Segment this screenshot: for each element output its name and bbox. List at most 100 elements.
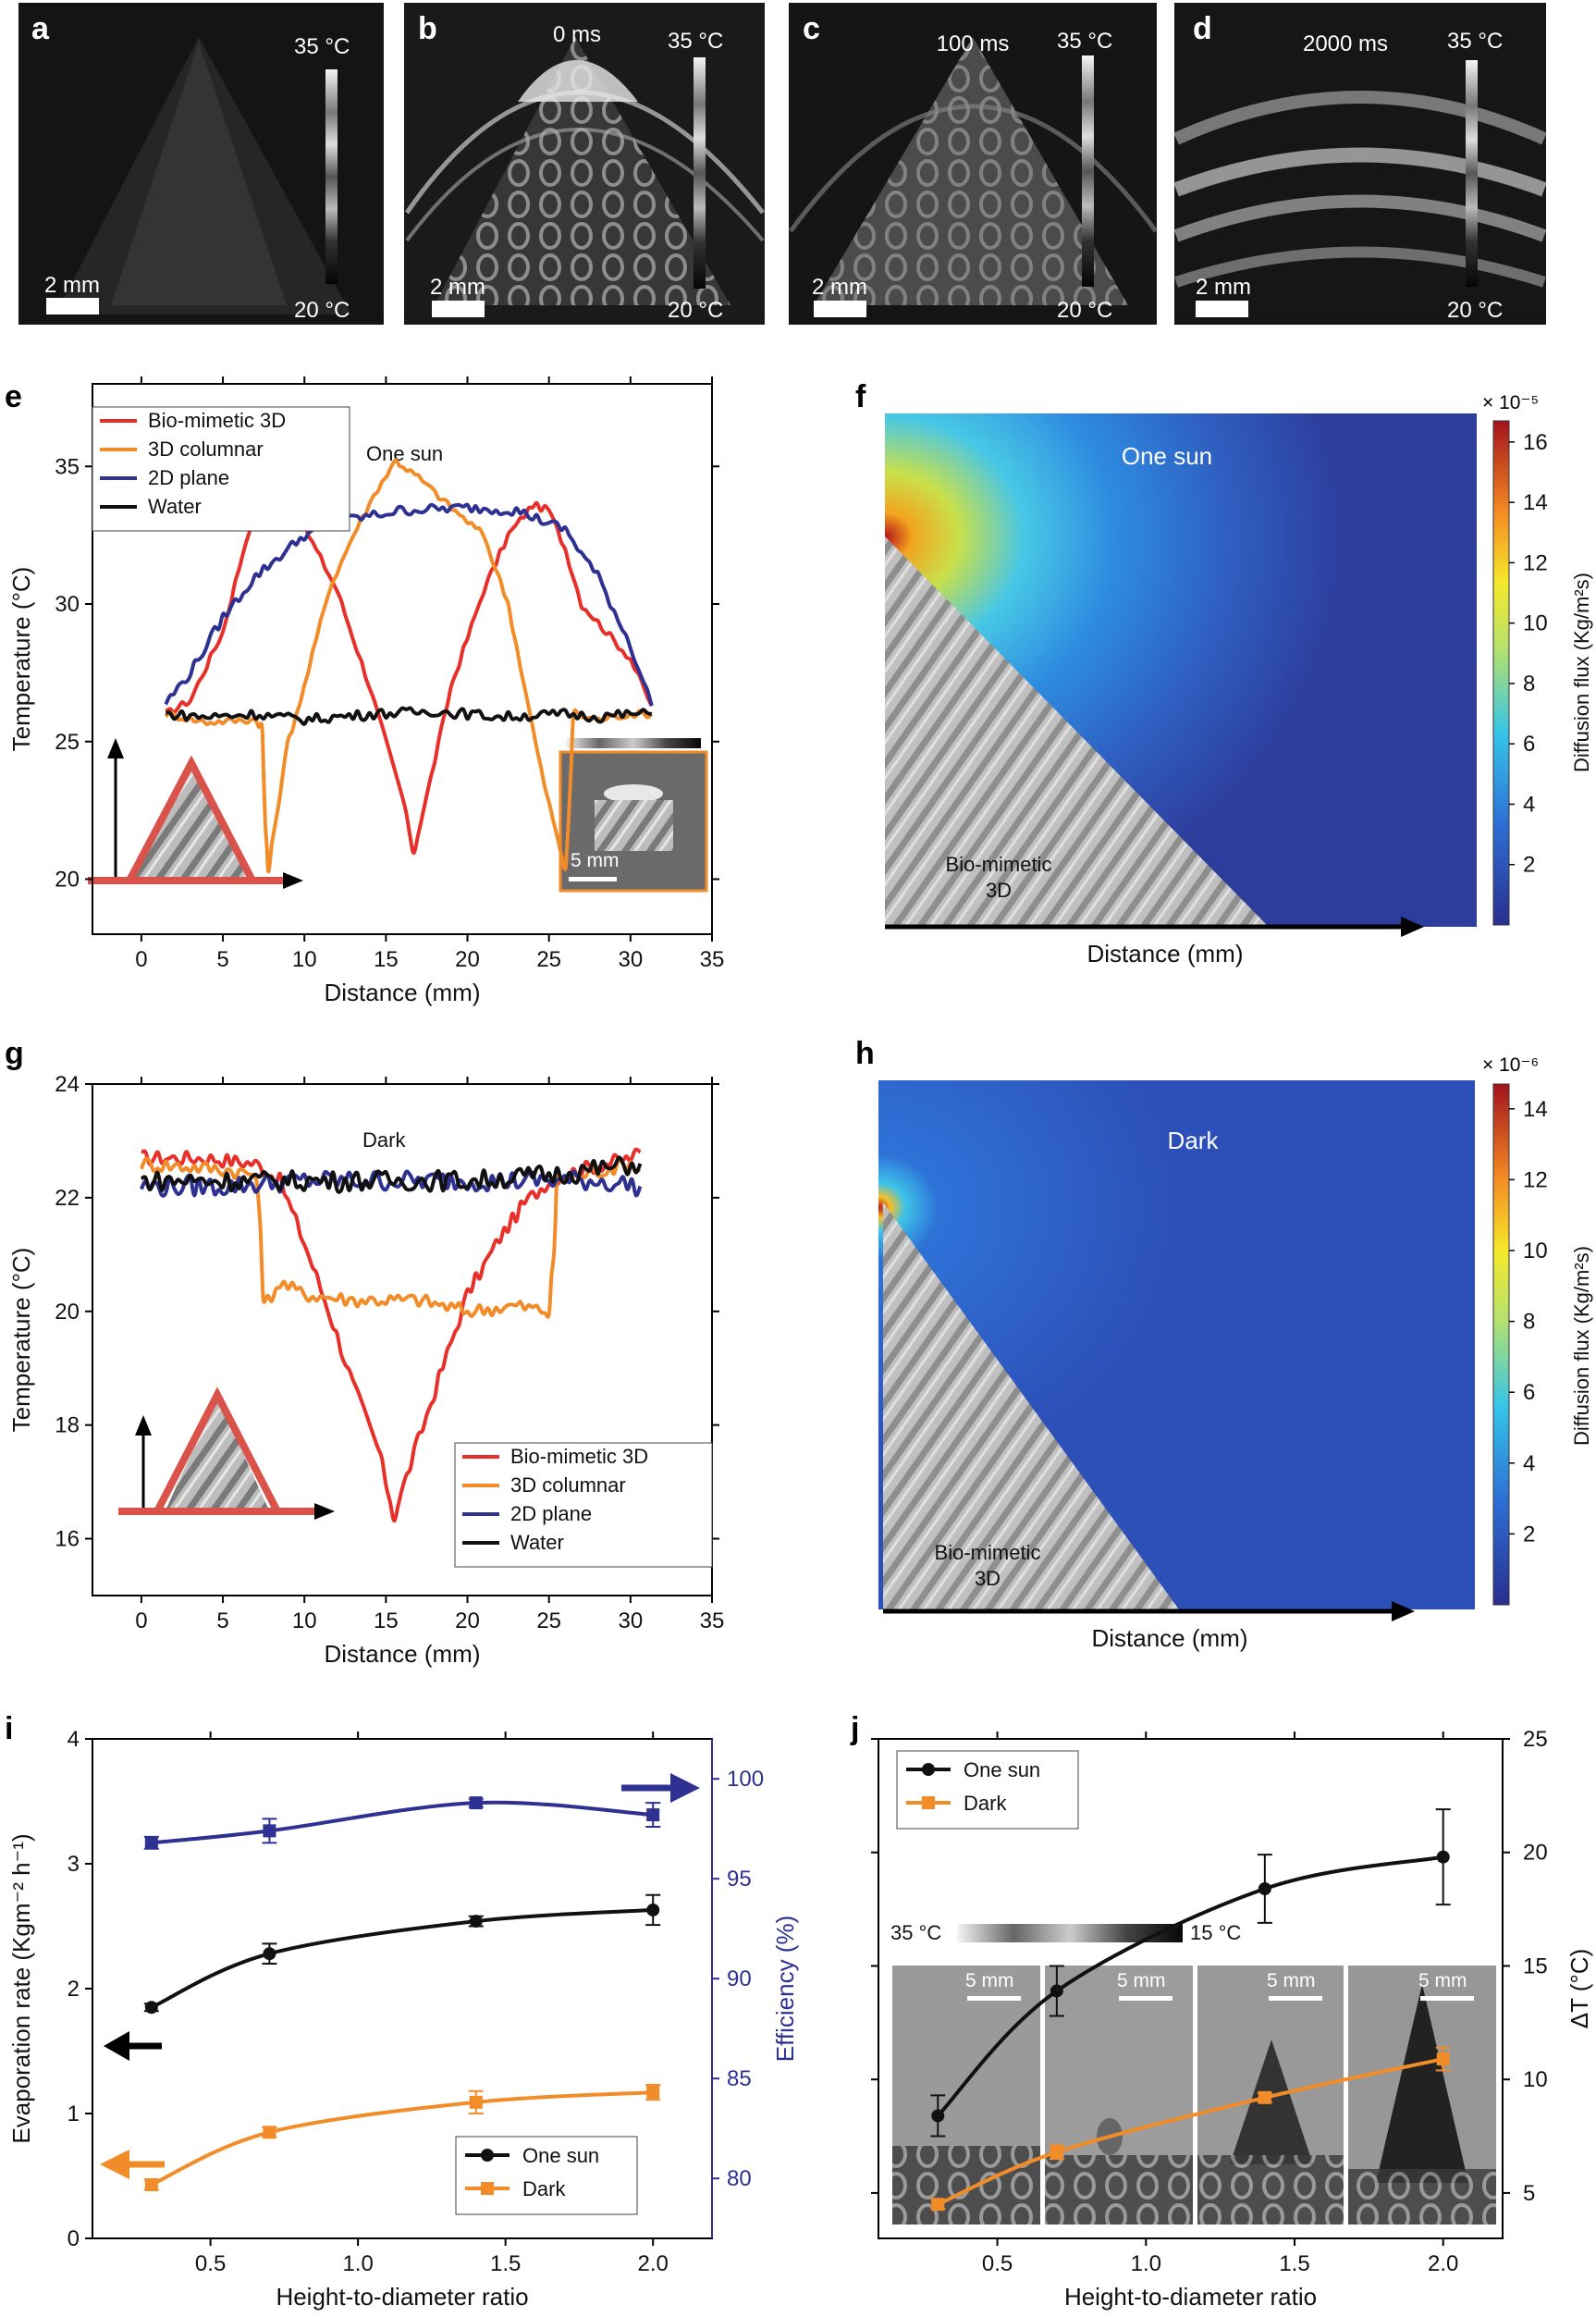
y2-tick-label: 85: [727, 2066, 752, 2091]
cbar-tick-label: 12: [1523, 550, 1548, 575]
thermal-photo-4: 5 mm: [1348, 1966, 1496, 2225]
temp-top-a: 35 °C: [294, 34, 350, 59]
condition-g: Dark: [362, 1128, 406, 1152]
y2-axis-label: Efficiency (%): [771, 1916, 799, 2062]
series-line-water: [165, 706, 653, 726]
y-tick-label: 0: [68, 2226, 80, 2251]
data-point: [469, 2095, 483, 2109]
x-tick-label: 0: [135, 1608, 147, 1633]
cbar-tick-label: 4: [1523, 792, 1535, 817]
y-tick-label: 1: [68, 2101, 80, 2126]
y2-tick-label: 95: [727, 1867, 752, 1892]
y-tick-label: 3: [68, 1852, 80, 1877]
legend-label: 2D plane: [148, 466, 229, 489]
data-point: [1436, 2052, 1450, 2066]
x-axis-label: Distance (mm): [324, 979, 480, 1006]
inset-scale-e: 5 mm: [571, 850, 620, 871]
time-d: 2000 ms: [1303, 31, 1388, 56]
x-tick-label: 2.0: [638, 2251, 669, 2276]
series-group-i: [143, 1796, 661, 2191]
legend-label: 3D columnar: [148, 438, 264, 461]
data-point: [646, 2086, 660, 2100]
data-point: [1258, 2090, 1271, 2104]
scale-label-c: 2 mm: [812, 275, 867, 300]
data-point: [144, 2177, 158, 2191]
x-tick-label: 0.5: [982, 2251, 1013, 2276]
panel-label-d: d: [1193, 11, 1212, 46]
thermal-photo-1: 5 mm: [892, 1966, 1040, 2225]
cone-inset-e: [88, 738, 303, 889]
x-tick-label: 20: [455, 947, 480, 972]
data-point: [931, 2109, 945, 2123]
x-tick-label: 30: [618, 1608, 643, 1633]
data-point: [1050, 1984, 1063, 1998]
data-point: [469, 1915, 483, 1929]
y-axis-label: Temperature (°C): [7, 567, 35, 752]
scale-j-3: 5 mm: [1267, 1970, 1316, 1991]
x-tick-label: 25: [536, 947, 561, 972]
y-tick-label: 30: [55, 592, 80, 617]
data-point: [263, 2126, 276, 2139]
y-tick-label: 24: [55, 1072, 80, 1097]
y-axis-label: ΔT (°C): [1565, 1949, 1593, 2029]
data-point: [646, 1903, 660, 1916]
y-tick-label: 20: [55, 868, 80, 893]
panel-label-e: e: [5, 379, 22, 414]
legend-label: Dark: [964, 1792, 1007, 1815]
x-tick-label: 5: [216, 947, 228, 972]
flux-map-h: Dark Bio-mimetic 3D Distance (mm): [878, 1080, 1475, 1652]
time-b: 0 ms: [553, 22, 601, 47]
cbar-label-h: Diffusion flux (Kg/m²s): [1570, 1246, 1593, 1446]
scale-label-a: 2 mm: [44, 273, 100, 298]
panel-label-a: a: [31, 11, 50, 46]
data-point: [263, 1824, 276, 1838]
x-tick-label: 20: [455, 1608, 480, 1633]
scale-label-d: 2 mm: [1196, 275, 1251, 300]
data-point: [1436, 1850, 1450, 1864]
x-tick-label: 2.0: [1428, 2251, 1458, 2276]
series-group-j: [930, 1808, 1451, 2212]
panel-c: 100 ms 35 °C 20 °C 2 mm: [788, 3, 1159, 325]
series-line-bio-mimetic-3d: [165, 500, 654, 856]
y-tick-label: 18: [55, 1413, 80, 1438]
legend-box: [92, 406, 350, 532]
panel-a: 35 °C 20 °C 2 mm: [18, 3, 384, 325]
chart-e: 5 mm: [88, 738, 708, 893]
cbar-tick-label: 10: [1523, 611, 1548, 636]
legend-marker: [481, 2182, 494, 2195]
xlabel-h: Distance (mm): [1091, 1624, 1247, 1652]
inset-top-j: 35 °C: [890, 1921, 941, 1944]
temp-top-b: 35 °C: [668, 29, 723, 54]
condition-f: One sun: [1122, 442, 1212, 470]
panel-d: 2000 ms 35 °C 20 °C 2 mm: [1173, 3, 1547, 325]
temp-top-d: 35 °C: [1447, 29, 1503, 54]
sample-h-line1: Bio-mimetic: [935, 1541, 1041, 1564]
y-tick-label: 25: [55, 730, 80, 755]
colorbar-d: [1466, 60, 1478, 287]
time-c: 100 ms: [937, 31, 1010, 56]
temp-bottom-a: 20 °C: [294, 298, 350, 323]
cbar-tick-label: 2: [1523, 1522, 1535, 1547]
data-point: [144, 1836, 158, 1850]
data-point: [1258, 1882, 1271, 1895]
series-line-3d-columnar: [164, 458, 654, 874]
legend-label: Water: [510, 1531, 564, 1554]
panel-b: 0 ms 35 °C 20 °C 2 mm: [404, 3, 765, 325]
series-line-one-sun: [150, 1907, 654, 2010]
x-tick-label: 10: [292, 947, 317, 972]
data-point: [931, 2198, 945, 2212]
colorbar-f: × 10⁻⁵ 16 14 12 10 8 6 4 2 Diffusion flux (Kg/m…: [1482, 392, 1593, 926]
x-tick-label: 35: [700, 1608, 725, 1633]
legend-e: Bio-mimetic 3D 3D columnar 2D plane Water: [92, 406, 350, 532]
arrow-left-orange-i: [100, 2150, 129, 2179]
scale-j-1: 5 mm: [965, 1970, 1014, 1991]
condition-h: Dark: [1168, 1127, 1220, 1154]
cbar-tick-label: 16: [1523, 430, 1548, 455]
series-group-e: [164, 458, 654, 874]
cone-inset-g: [118, 1387, 335, 1520]
colorbar-h: × 10⁻⁶ 14 12 10 8 6 4 2 Diffusion flux (Kg/m²s…: [1482, 1054, 1593, 1606]
x-tick-label: 0: [135, 947, 147, 972]
chart-j-axes: 0.5 1.0 1.5 2.0 5 10 15 20 25 Height-to-diameter …: [871, 1727, 1593, 2311]
x-axis-label: Height-to-diameter ratio: [1064, 2283, 1317, 2311]
x-tick-label: 1.0: [1131, 2251, 1161, 2276]
